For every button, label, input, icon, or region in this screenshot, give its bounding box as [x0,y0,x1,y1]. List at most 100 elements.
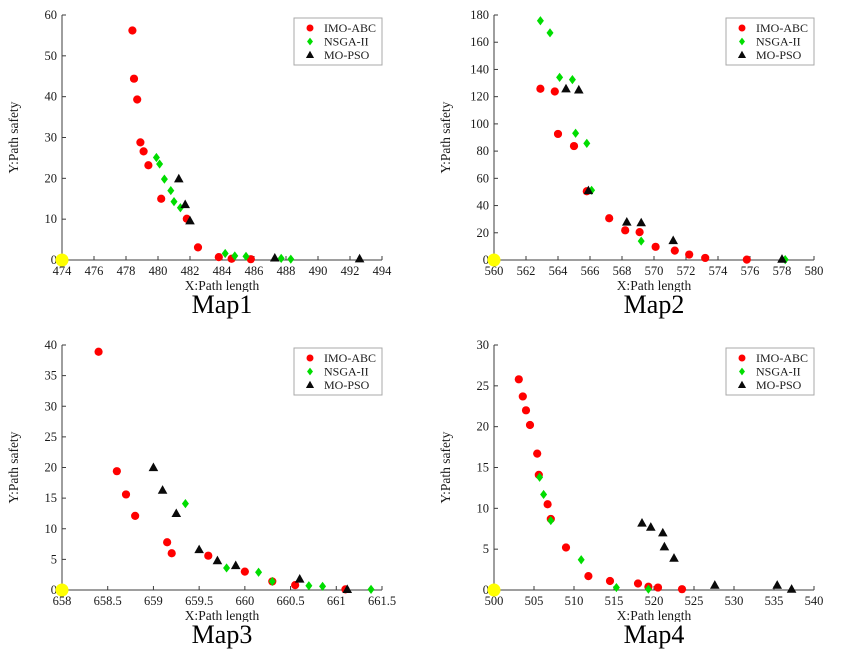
x-tick-label: 510 [565,594,584,608]
y-tick-label: 40 [477,199,490,213]
mo-pso-point [212,555,223,565]
imo-abc-point [163,538,172,547]
nsga-ii-point [242,251,250,261]
imo-abc-point [701,253,710,263]
imo-abc-point [533,449,542,458]
imo-abc-point [193,243,203,252]
imo-abc-point [157,194,166,203]
legend-label-nsga-ii: NSGA-II [324,365,369,379]
mo-pso-point [148,462,159,472]
y-tick-label: 0 [51,253,57,267]
legend-marker-imo-abc [738,24,746,32]
x-axis-label: X:Path length [185,608,260,622]
y-tick-label: 10 [45,212,58,226]
y-axis-label: Y:Path safety [6,431,21,503]
legend-marker-imo-abc [738,354,746,362]
mo-pso-point [668,235,678,245]
mo-pso-point [574,84,584,94]
subplot-map3: 658 658.5 659 659.5 660 660.5 661 661.5 0 5 10 15 20… [0,330,432,655]
x-tick-label: 562 [517,264,536,278]
subplot-map4: 500 505 510 515 520 525 530 535 540 0 5 10 15 20 25 30 X… [432,330,864,655]
imo-abc-point [635,227,644,237]
y-tick-label: 30 [45,131,58,145]
imo-abc-point [129,74,139,83]
x-tick-label: 660 [235,594,254,608]
y-tick-label: 180 [470,8,489,22]
nsga-ii-point [367,584,375,594]
legend-label-nsga-ii: NSGA-II [756,365,801,379]
x-tick-label: 566 [581,264,600,278]
imo-abc-point [112,467,121,476]
x-tick-label: 660.5 [277,594,305,608]
mo-pso-point [646,522,656,531]
x-tick-label: 505 [525,594,544,608]
scatter-plot-map3: 658 658.5 659 659.5 660 660.5 661 661.5 0 5 10 15 20… [6,338,396,622]
legend-label-mo-pso: MO-PSO [324,378,370,392]
y-tick-label: 20 [45,171,58,185]
legend-label-mo-pso: MO-PSO [756,48,802,62]
nsga-ii-point [583,138,591,148]
mo-pso-point [777,254,787,263]
nsga-ii-point [588,185,596,195]
x-tick-label: 525 [685,594,704,608]
imo-abc-point [685,250,694,259]
imo-abc-point [536,84,545,93]
mo-pso-point [710,580,720,589]
legend-marker-mo-pso [305,380,315,389]
imo-abc-point [136,138,145,147]
y-tick-label: 80 [477,144,490,158]
imo-abc-point [525,420,535,430]
imo-abc-point [553,129,563,139]
imo-abc-point [621,226,630,235]
mo-pso-point [270,252,280,262]
x-tick-label: 578 [773,264,792,278]
x-tick-label: 474 [53,264,73,278]
imo-abc-point [144,161,153,170]
x-tick-label: 560 [485,264,504,278]
x-tick-label: 494 [373,264,393,278]
y-tick-label: 50 [45,49,58,63]
x-tick-label: 520 [645,594,664,608]
nsga-ii-point [255,567,263,577]
imo-abc-point [139,147,148,156]
legend-marker-imo-abc [306,24,314,32]
legend-marker-nsga-ii [307,367,313,376]
mo-pso-point [669,553,679,562]
x-tick-label: 482 [181,264,200,278]
nsga-ii-point [546,28,554,38]
x-tick-label: 661 [327,594,346,608]
y-tick-label: 35 [45,369,58,383]
scatter-plot-map2: 560 562 564 566 568 570 572 574 576 578 580 0 20 40 60… [438,8,823,292]
start-point [487,253,501,267]
mo-pso-point [185,215,195,225]
y-tick-label: 20 [477,420,490,434]
legend-marker-mo-pso [305,50,315,59]
mo-pso-point [354,253,365,263]
subplot-title-map1: Map1 [191,290,253,319]
x-tick-label: 480 [149,264,168,278]
mo-pso-point [294,573,305,583]
x-tick-label: 490 [309,264,328,278]
y-axis-label: Y:Path safety [438,431,453,503]
x-tick-label: 659.5 [185,594,213,608]
x-tick-label: 658 [53,594,72,608]
mo-pso-point [772,580,782,589]
nsga-ii-point [556,72,564,82]
mo-pso-point [636,217,646,227]
nsga-ii-point [319,581,327,591]
y-tick-label: 0 [483,253,489,267]
nsga-ii-point [268,576,276,587]
x-axis-label: X:Path length [617,608,692,622]
legend-marker-nsga-ii [739,367,745,376]
imo-abc-point [651,242,660,251]
y-axis-label: Y:Path safety [6,101,21,173]
imo-abc-point [653,583,663,592]
x-tick-label: 568 [613,264,632,278]
mo-pso-point [174,173,184,183]
y-tick-label: 15 [477,461,490,475]
mo-pso-point [561,83,571,93]
subplot-title-map4: Map4 [623,620,685,649]
imo-abc-point [240,567,249,576]
legend-label-nsga-ii: NSGA-II [324,35,369,49]
y-tick-label: 25 [45,430,58,444]
